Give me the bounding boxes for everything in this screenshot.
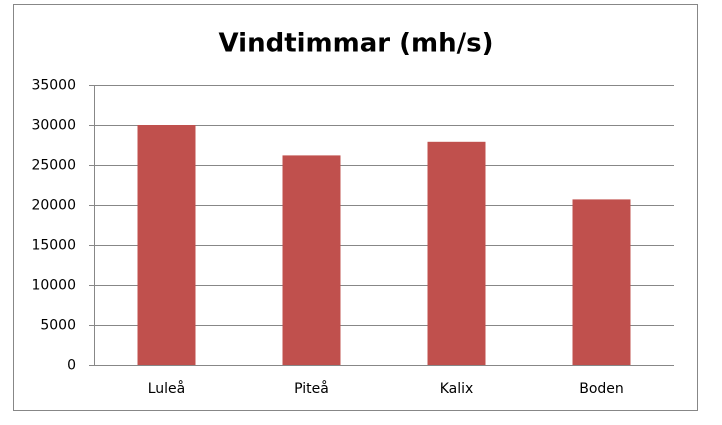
x-tick-label: Piteå	[294, 380, 329, 397]
bar	[427, 141, 486, 365]
bar	[572, 199, 631, 365]
y-tick-label: 5000	[40, 318, 76, 334]
y-tick-label: 10000	[31, 278, 76, 294]
y-tick-label: 20000	[31, 198, 76, 214]
bar	[282, 155, 341, 365]
x-tick-label: Luleå	[148, 380, 186, 397]
bar	[137, 125, 196, 365]
y-tick-label: 25000	[31, 158, 76, 174]
x-tick-label: Kalix	[440, 381, 474, 397]
y-tick-label: 30000	[31, 118, 76, 134]
chart-title: Vindtimmar (mh/s)	[219, 29, 494, 59]
x-tick-label: Boden	[579, 381, 624, 397]
y-tick-label: 0	[67, 358, 76, 374]
y-tick-label: 15000	[31, 238, 76, 254]
y-tick-label: 35000	[31, 78, 76, 94]
